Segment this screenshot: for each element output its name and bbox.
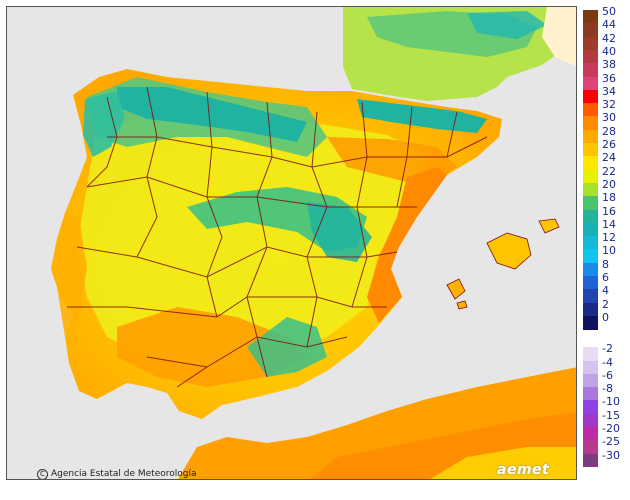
copyright-icon: C xyxy=(37,469,48,479)
legend-swatch xyxy=(583,10,598,24)
atlas-highland xyxy=(430,447,576,479)
legend-swatch xyxy=(583,169,598,184)
legend-swatch xyxy=(583,360,598,375)
mallorca xyxy=(486,232,532,270)
legend-swatch xyxy=(583,440,598,455)
legend-label: 50 xyxy=(602,5,616,18)
iberia-inner-yellow xyxy=(77,117,427,367)
legend-label: 38 xyxy=(602,58,616,72)
legend-swatch xyxy=(583,196,598,210)
legend-label: -8 xyxy=(602,382,613,396)
legend-swatch xyxy=(583,23,598,38)
legend-label: -10 xyxy=(602,395,620,409)
legend-swatch xyxy=(583,262,598,277)
legend-swatch xyxy=(583,36,598,51)
levante-coast xyxy=(367,167,447,323)
legend-swatch xyxy=(583,103,598,117)
portugal-coast xyxy=(51,213,87,337)
legend-label: 8 xyxy=(602,257,609,271)
temperature-map: C Agencia Estatal de Meteorología aemet xyxy=(6,6,577,480)
temperature-legend: 50 44 42 40 38 36 34 32 30 28 26 24 22 20 18 16 14 12 10 8 6… xyxy=(583,6,627,485)
province-borders xyxy=(67,86,488,388)
aemet-logo: aemet xyxy=(497,462,550,478)
legend-swatch xyxy=(583,387,598,401)
legend-label: 28 xyxy=(602,124,616,138)
credit-text: C Agencia Estatal de Meteorología xyxy=(37,469,197,479)
map-canvas xyxy=(7,7,576,479)
ibiza xyxy=(446,278,466,300)
legend-label: 44 xyxy=(602,18,616,32)
betic-system xyxy=(247,317,327,377)
legend-swatch xyxy=(583,222,598,237)
legend-swatch xyxy=(583,89,598,104)
legend-swatch xyxy=(583,49,598,64)
legend-label: 4 xyxy=(602,284,609,298)
legend-label: 18 xyxy=(602,191,616,205)
legend-swatch xyxy=(583,302,598,317)
legend-label: 24 xyxy=(602,151,616,165)
legend-label: -6 xyxy=(602,368,613,382)
legend-swatch xyxy=(583,413,598,428)
credit-label: Agencia Estatal de Meteorología xyxy=(51,469,197,479)
legend-label: 20 xyxy=(602,177,616,191)
legend-swatch xyxy=(583,289,598,304)
guadalquivir-valley xyxy=(117,307,307,387)
mediterranean-coast-france xyxy=(542,7,576,67)
legend-swatch xyxy=(583,276,598,290)
legend-label: 12 xyxy=(602,231,616,245)
legend-swatch xyxy=(583,76,598,91)
legend-label: 32 xyxy=(602,98,616,112)
legend-swatch xyxy=(583,347,598,361)
legend-swatch xyxy=(583,116,598,131)
france-alps-patch xyxy=(467,11,547,39)
legend-swatch xyxy=(583,453,598,468)
legend-label: -25 xyxy=(602,435,620,449)
legend-swatch xyxy=(583,182,598,197)
legend-swatch xyxy=(583,249,598,264)
cantabrian-range xyxy=(117,87,307,142)
legend-label: 42 xyxy=(602,31,616,45)
legend-label: 0 xyxy=(602,310,609,324)
legend-label: 22 xyxy=(602,164,616,178)
legend-label: 6 xyxy=(602,271,609,284)
legend-swatch xyxy=(583,236,598,250)
legend-label: -4 xyxy=(602,355,613,369)
legend-swatch xyxy=(583,400,598,415)
legend-label: 16 xyxy=(602,204,616,218)
legend-label: -2 xyxy=(602,342,613,356)
legend-swatch xyxy=(583,129,598,144)
legend-label: 10 xyxy=(602,244,616,258)
legend-swatch xyxy=(583,373,598,388)
legend-label: -15 xyxy=(602,408,620,422)
legend-label: 30 xyxy=(602,111,616,125)
legend-swatch xyxy=(583,63,598,77)
legend-swatch xyxy=(583,427,598,441)
legend-swatch xyxy=(583,156,598,171)
legend-label: 26 xyxy=(602,138,616,151)
legend-label: 2 xyxy=(602,297,609,311)
legend-label: -20 xyxy=(602,422,620,435)
legend-swatch xyxy=(583,315,598,330)
legend-label: 34 xyxy=(602,84,616,98)
legend-label: -30 xyxy=(602,448,620,462)
legend-swatch xyxy=(583,143,598,157)
menorca xyxy=(538,218,560,234)
legend-swatch xyxy=(583,209,598,224)
legend-label: 14 xyxy=(602,217,616,231)
galicia-highland xyxy=(83,91,125,157)
legend-label: 36 xyxy=(602,71,616,85)
formentera xyxy=(456,300,468,310)
legend-label: 40 xyxy=(602,44,616,58)
